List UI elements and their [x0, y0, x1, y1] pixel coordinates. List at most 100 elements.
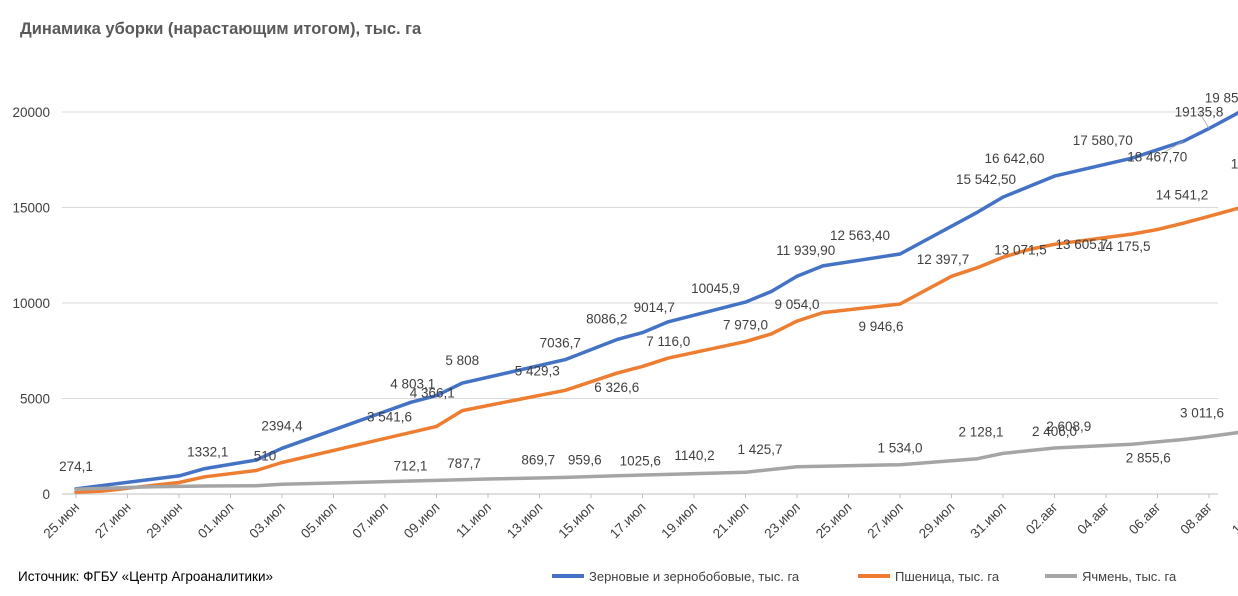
data-point	[409, 400, 413, 404]
data-label: 959,6	[568, 453, 602, 468]
x-tick-label: 08.авг	[1177, 499, 1215, 537]
y-tick-label: 10000	[12, 296, 50, 311]
data-point	[743, 470, 748, 474]
x-tick-label: 03.июл	[246, 500, 288, 542]
data-point	[280, 460, 284, 465]
x-tick-label: 10.авг	[1229, 499, 1238, 537]
data-label: 1025,6	[620, 453, 661, 468]
data-point	[795, 274, 799, 278]
data-label: 9 054,0	[774, 297, 819, 312]
x-tick-label: 29.июн	[143, 500, 185, 542]
data-label: 12 397,7	[917, 252, 970, 267]
data-label: 6 326,6	[594, 380, 639, 395]
data-point	[975, 266, 979, 270]
data-point	[975, 210, 979, 214]
data-label: 7036,7	[540, 336, 581, 351]
data-point	[563, 388, 567, 392]
legend-label: Пшеница, тыс. га	[895, 569, 1000, 584]
data-point	[640, 331, 645, 335]
data-point	[434, 394, 439, 398]
data-label: 16 642,60	[984, 151, 1044, 166]
x-tick-label: 25.июл	[813, 500, 855, 542]
data-point	[640, 364, 645, 369]
data-point	[769, 332, 773, 336]
data-point	[434, 478, 439, 482]
x-tick-label: 11.июл	[453, 500, 494, 541]
data-label: 3 011,6	[1180, 405, 1224, 420]
data-point	[1207, 434, 1211, 439]
data-point	[563, 357, 567, 362]
data-point	[769, 289, 773, 294]
legend-label: Ячмень, тыс. га	[1082, 569, 1177, 584]
data-label: 14 175,5	[1098, 239, 1151, 254]
data-point	[434, 424, 439, 428]
data-point	[177, 480, 181, 485]
x-tick-label: 19.июл	[658, 500, 700, 542]
data-point	[1052, 242, 1057, 246]
data-point	[1130, 442, 1134, 446]
data-label: 2 855,6	[1126, 450, 1171, 465]
chart-title: Динамика уборки (нарастающим итогом), ты…	[20, 20, 422, 38]
data-label: 3 541,6	[367, 409, 412, 424]
data-point	[1155, 227, 1160, 232]
data-point	[460, 409, 464, 413]
data-label: 11 939,90	[776, 243, 835, 258]
x-tick-label: 29.июл	[916, 500, 958, 542]
data-label: 1 534,0	[877, 441, 922, 456]
data-label: 5 429,3	[515, 363, 560, 378]
data-point	[898, 252, 902, 256]
data-point	[795, 465, 799, 469]
data-point	[666, 472, 670, 477]
data-label: 2 406,0	[1032, 424, 1077, 439]
x-tick-label: 25.июн	[40, 500, 82, 542]
data-label: 1 425,7	[737, 442, 782, 457]
data-point	[1052, 446, 1057, 450]
data-point	[1181, 221, 1185, 225]
y-tick-label: 20000	[12, 105, 50, 120]
data-point	[1027, 247, 1031, 252]
x-tick-label: 27.июн	[92, 500, 134, 542]
x-tick-label: 06.авг	[1126, 499, 1164, 537]
data-label: 19 857,00	[1205, 91, 1238, 106]
x-tick-label: 05.июл	[298, 500, 340, 542]
data-point	[949, 274, 954, 278]
y-tick-label: 5000	[20, 392, 50, 407]
x-tick-label: 13.июл	[504, 500, 546, 542]
data-label: 2 608,9	[1046, 419, 1091, 434]
data-point	[743, 340, 748, 344]
y-tick-label: 15000	[12, 201, 50, 216]
source-note: Источник: ФГБУ «Центр Агроаналитики»	[18, 569, 273, 584]
data-label: 1332,1	[187, 445, 228, 460]
data-point	[203, 475, 207, 479]
data-point	[280, 482, 284, 486]
data-point	[666, 320, 670, 324]
data-point	[151, 485, 155, 489]
data-point	[563, 475, 567, 479]
data-label: 8086,2	[586, 312, 627, 327]
data-label: 13 071,5	[994, 242, 1047, 257]
x-tick-label: 02.авг	[1023, 499, 1061, 537]
y-tick-label: 0	[42, 487, 50, 502]
data-label: 16 157,2	[1231, 156, 1238, 171]
data-label: 5 808	[445, 353, 479, 368]
data-point	[743, 300, 748, 304]
data-label: 2 128,1	[958, 424, 1003, 439]
x-tick-label: 15.июл	[555, 500, 597, 542]
series-lines	[74, 110, 1238, 494]
x-tick-label: 04.авг	[1074, 499, 1112, 537]
data-label: 9014,7	[634, 300, 675, 315]
data-label: 19135,8	[1175, 105, 1224, 120]
data-label: 12 563,40	[830, 228, 890, 243]
x-tick-label: 17.июл	[607, 500, 649, 542]
data-label: 2394,4	[261, 418, 303, 433]
data-point	[615, 474, 619, 478]
series-line-2	[74, 206, 1238, 494]
data-point	[486, 477, 490, 481]
data-point	[254, 458, 258, 462]
data-point	[74, 487, 78, 491]
data-label: 712,1	[394, 458, 428, 473]
data-point	[615, 371, 619, 375]
data-label: 4 803,1	[390, 376, 435, 391]
data-point	[203, 466, 207, 471]
data-point	[280, 446, 284, 450]
